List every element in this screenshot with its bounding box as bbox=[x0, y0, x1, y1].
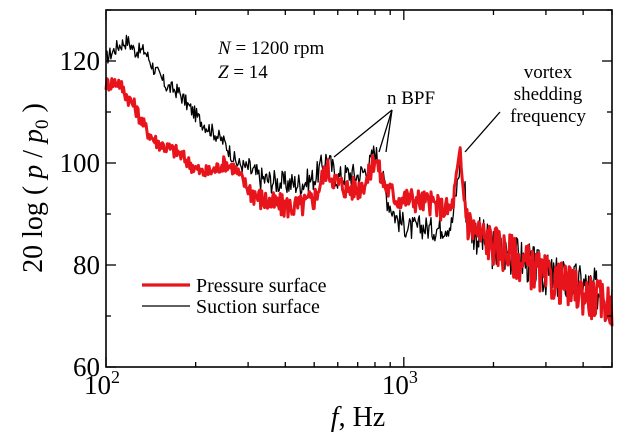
plot-frame bbox=[105, 9, 613, 368]
series-layer bbox=[104, 34, 614, 327]
arrow-vortex bbox=[464, 111, 501, 153]
x-tick-label: 102 bbox=[84, 367, 120, 400]
annotation-vortex-1: vortex bbox=[524, 62, 573, 83]
annotation-nbpf: n BPF bbox=[387, 88, 435, 109]
y-tick-label: 120 bbox=[60, 46, 101, 76]
annotation-vortex-3: frequency bbox=[510, 106, 586, 127]
legend-label-suction: Suction surface bbox=[196, 296, 320, 318]
ticks-layer: 102 103 60 80 100 120 bbox=[60, 9, 613, 400]
y-tick-label: 80 bbox=[73, 250, 100, 280]
arrow-nbpf-1 bbox=[333, 109, 393, 158]
y-tick-label: 100 bbox=[60, 148, 101, 178]
arrow-nbpf-3 bbox=[385, 109, 393, 153]
x-axis-title: f, Hz bbox=[331, 402, 385, 433]
legend-label-pressure: Pressure surface bbox=[196, 275, 327, 297]
arrow-nbpf-2 bbox=[378, 109, 393, 153]
y-axis-title: 20 log ( p / p0 ) bbox=[18, 103, 53, 273]
y-tick-label: 60 bbox=[73, 352, 100, 382]
x-tick-label: 103 bbox=[382, 367, 418, 400]
legend: Pressure surface Suction surface bbox=[142, 275, 327, 318]
annotation-vortex-2: shedding bbox=[514, 84, 583, 105]
param-n: N = 1200 rpm bbox=[217, 38, 324, 59]
param-z: Z = 14 bbox=[218, 62, 268, 83]
series-pressure-line bbox=[104, 77, 614, 327]
